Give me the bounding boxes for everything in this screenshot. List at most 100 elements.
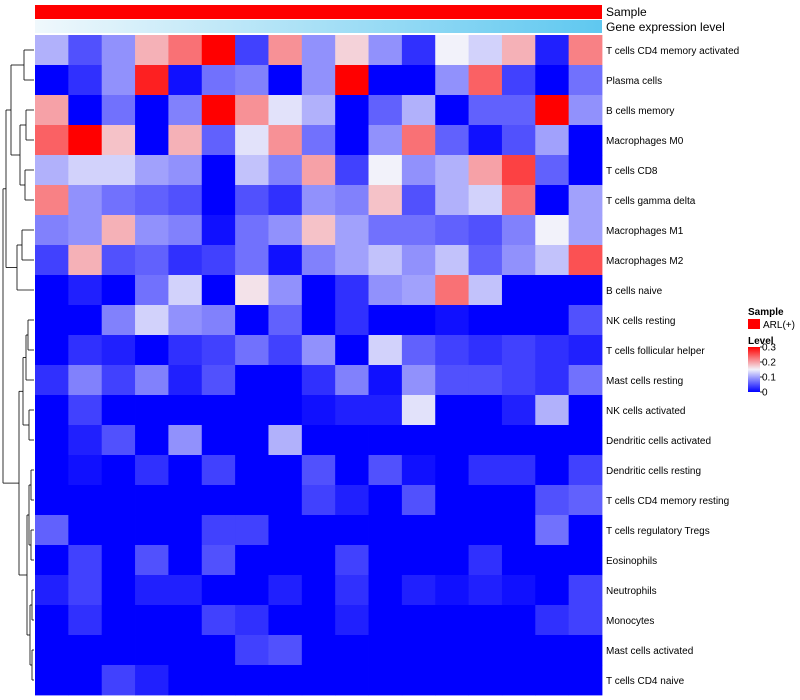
heatmap-cell <box>468 245 503 276</box>
heatmap-cell <box>235 635 269 666</box>
heatmap-cell <box>135 245 169 276</box>
heatmap-cell <box>368 305 403 336</box>
heatmap-cell <box>68 365 103 396</box>
heatmap-cell <box>168 485 203 516</box>
heatmap-cell <box>135 395 169 426</box>
heatmap-cell <box>468 635 503 666</box>
heatmap-cell <box>501 125 536 156</box>
heatmap-cell <box>301 245 336 276</box>
heatmap-cell <box>101 665 136 696</box>
heatmap-cell <box>301 155 336 186</box>
heatmap-cell <box>535 425 570 456</box>
heatmap-cell <box>201 395 236 426</box>
level-ticks: 0.3 0.2 0.1 0 <box>760 343 776 399</box>
heatmap-cell <box>135 455 169 486</box>
heatmap-cell <box>301 455 336 486</box>
heatmap-cell <box>35 635 69 666</box>
level-tick-label: 0 <box>762 388 768 399</box>
heatmap-cell <box>101 305 136 336</box>
heatmap-cell <box>301 515 336 546</box>
heatmap-cell <box>135 665 169 696</box>
heatmap-cell <box>401 665 436 696</box>
heatmap-cell <box>501 95 536 126</box>
row-label: Macrophages M1 <box>606 226 684 237</box>
heatmap-cell <box>435 305 469 336</box>
heatmap-cell <box>35 125 69 156</box>
heatmap-cell <box>101 275 136 306</box>
heatmap-cell <box>201 635 236 666</box>
heatmap-cell <box>35 665 69 696</box>
heatmap-cell <box>401 365 436 396</box>
heatmap-cell <box>535 365 570 396</box>
heatmap-cell <box>35 575 69 606</box>
heatmap-cell <box>68 515 103 546</box>
heatmap-cell <box>235 425 269 456</box>
heatmap-cell <box>335 515 369 546</box>
heatmap-cell <box>468 215 503 246</box>
heatmap-cell <box>435 275 469 306</box>
heatmap-cell <box>335 635 369 666</box>
heatmap-cell <box>201 455 236 486</box>
heatmap-cell <box>101 485 136 516</box>
heatmap-cell <box>235 665 269 696</box>
row-label: Dendritic cells activated <box>606 436 711 447</box>
heatmap-cell <box>568 395 603 426</box>
heatmap-cell <box>468 365 503 396</box>
heatmap-cell <box>68 455 103 486</box>
heatmap-cell <box>68 545 103 576</box>
heatmap-cell <box>568 365 603 396</box>
heatmap-cell <box>335 215 369 246</box>
heatmap-cell <box>235 275 269 306</box>
heatmap-cell <box>368 35 403 66</box>
heatmap-cell <box>468 455 503 486</box>
heatmap-cell <box>201 245 236 276</box>
heatmap-cell <box>301 275 336 306</box>
heatmap-cell <box>68 635 103 666</box>
heatmap-cell <box>201 185 236 216</box>
heatmap-cell <box>35 515 69 546</box>
heatmap-cell <box>168 425 203 456</box>
heatmap-cell <box>135 425 169 456</box>
heatmap-cell <box>535 575 570 606</box>
heatmap-cell <box>101 215 136 246</box>
heatmap-cell <box>568 125 603 156</box>
heatmap-cell <box>368 365 403 396</box>
heatmap-cell <box>568 455 603 486</box>
heatmap-cell <box>101 635 136 666</box>
heatmap-cell <box>401 185 436 216</box>
heatmap-cell <box>301 35 336 66</box>
heatmap-cell <box>301 665 336 696</box>
heatmap-cell <box>201 125 236 156</box>
heatmap-cell <box>401 305 436 336</box>
heatmap-cell <box>435 245 469 276</box>
heatmap-cell <box>568 635 603 666</box>
heatmap-cell <box>301 335 336 366</box>
row-label: NK cells resting <box>606 316 675 327</box>
heatmap-cell <box>335 35 369 66</box>
heatmap-cell <box>535 305 570 336</box>
heatmap-cell <box>35 155 69 186</box>
heatmap-cell <box>168 395 203 426</box>
heatmap-cell <box>501 455 536 486</box>
heatmap-cell <box>468 155 503 186</box>
heatmap-cell <box>101 545 136 576</box>
heatmap-cell <box>268 305 303 336</box>
row-label: B cells naive <box>606 286 663 297</box>
heatmap-cell <box>368 455 403 486</box>
gene-expression-annotation-label: Gene expression level <box>606 20 725 34</box>
row-label: Neutrophils <box>606 586 657 597</box>
heatmap-cell <box>35 185 69 216</box>
level-tick-label: 0.1 <box>762 373 776 384</box>
heatmap-cell <box>568 95 603 126</box>
row-label: Macrophages M0 <box>606 136 684 147</box>
heatmap-cell <box>268 35 303 66</box>
heatmap-cell <box>101 425 136 456</box>
heatmap-cell <box>35 485 69 516</box>
heatmap-cell <box>201 275 236 306</box>
heatmap-cell <box>568 665 603 696</box>
heatmap-cell <box>135 335 169 366</box>
heatmap-cell <box>235 335 269 366</box>
heatmap-cell <box>68 425 103 456</box>
heatmap-cell <box>568 605 603 636</box>
heatmap-cell <box>568 65 603 96</box>
